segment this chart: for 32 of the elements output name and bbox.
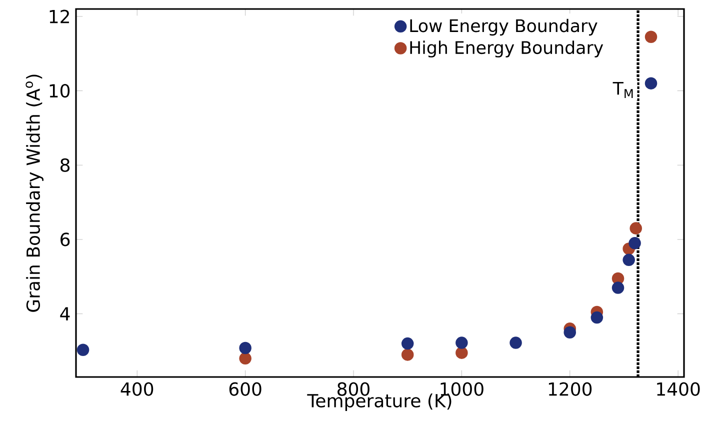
point — [510, 336, 522, 349]
point — [612, 282, 624, 294]
y-tick-label: 10 — [50, 84, 70, 98]
y-tick-label: 6 — [60, 232, 70, 246]
point — [239, 342, 252, 354]
y-tick-label: 4 — [60, 307, 70, 320]
legend-label: High Energy Boundary — [410, 40, 604, 58]
x-axis-title: Temperature (K) — [307, 394, 452, 411]
ref-line-label: T$_{M}$ — [612, 82, 633, 98]
x-tick-label: 1200 — [548, 382, 592, 396]
point — [239, 352, 252, 365]
point — [644, 30, 658, 44]
point — [644, 77, 658, 90]
x-tick-label: 800 — [338, 382, 370, 396]
y-tick-label: 12 — [50, 10, 69, 24]
point — [76, 344, 90, 356]
x-tick-label: 600 — [229, 382, 262, 396]
point — [622, 254, 635, 266]
point — [401, 337, 414, 350]
y-axis-title: Grain Boundary Width (A$^{o}$) — [26, 74, 44, 312]
x-tick-label: 1000 — [440, 382, 484, 396]
point — [630, 222, 642, 234]
legend-label: Low Energy Boundary — [410, 18, 598, 36]
point — [456, 336, 468, 349]
y-tick-label: 8 — [60, 158, 70, 172]
point — [590, 311, 604, 324]
x-tick-label: 1400 — [657, 382, 700, 396]
point — [401, 348, 414, 361]
point — [564, 326, 576, 339]
point — [456, 346, 468, 359]
x-tick-label: 400 — [120, 382, 154, 396]
point — [628, 237, 641, 250]
